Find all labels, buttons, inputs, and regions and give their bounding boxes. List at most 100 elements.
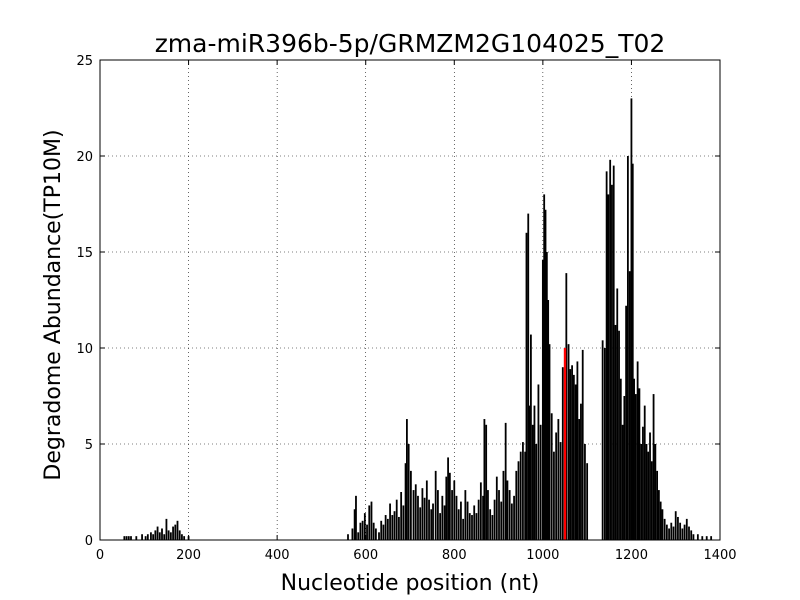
bar xyxy=(580,403,582,540)
bar xyxy=(576,361,579,540)
bar xyxy=(688,526,690,540)
bar xyxy=(409,470,412,540)
highlight-bar xyxy=(563,348,567,540)
bar xyxy=(609,159,612,540)
bar xyxy=(659,501,662,540)
bar xyxy=(443,505,446,540)
bar xyxy=(466,501,469,540)
bar xyxy=(487,490,489,540)
bar xyxy=(347,534,349,540)
x-tick-label: 0 xyxy=(96,548,104,563)
bar xyxy=(141,534,143,540)
bar xyxy=(123,536,126,540)
bar xyxy=(565,273,568,540)
bar xyxy=(614,324,617,540)
bar xyxy=(642,426,644,540)
bar xyxy=(628,271,631,540)
bar xyxy=(510,503,513,540)
bar xyxy=(561,367,564,540)
bar xyxy=(477,499,480,540)
bar xyxy=(626,156,629,540)
bar xyxy=(553,451,555,540)
bar xyxy=(636,361,639,540)
bar xyxy=(545,252,548,540)
bar xyxy=(616,288,619,540)
bar xyxy=(533,405,536,540)
bar xyxy=(506,480,509,540)
bar xyxy=(183,536,186,540)
bar xyxy=(500,501,503,540)
bar xyxy=(150,532,152,540)
x-tick-label: 200 xyxy=(176,548,201,563)
bar xyxy=(130,536,132,540)
bar xyxy=(557,419,560,540)
bar xyxy=(453,480,456,540)
bar xyxy=(618,330,620,540)
bar xyxy=(378,532,380,540)
bar xyxy=(692,534,695,540)
bar xyxy=(412,490,415,540)
bar xyxy=(537,384,540,540)
bar xyxy=(432,503,434,540)
y-tick-label: 10 xyxy=(76,342,93,357)
x-tick-label: 600 xyxy=(353,548,378,563)
bar xyxy=(611,184,613,541)
bar xyxy=(366,524,368,540)
bar xyxy=(158,532,161,540)
bar xyxy=(406,419,408,540)
bar xyxy=(571,365,573,540)
bar xyxy=(163,534,166,540)
plot-frame xyxy=(99,59,721,541)
bar xyxy=(654,444,657,540)
bar xyxy=(652,394,655,540)
bar xyxy=(368,505,371,540)
bar xyxy=(152,534,155,540)
bar xyxy=(359,522,362,540)
bar xyxy=(621,424,624,540)
bar xyxy=(144,536,147,540)
bar xyxy=(581,349,584,540)
bar xyxy=(683,524,686,540)
bar xyxy=(548,344,551,540)
y-tick-label: 5 xyxy=(85,438,93,453)
bar xyxy=(169,532,172,540)
bar xyxy=(127,536,130,540)
bar xyxy=(176,520,179,540)
bar xyxy=(584,444,586,540)
bar xyxy=(161,528,163,540)
bar xyxy=(543,194,546,540)
bar xyxy=(559,442,562,540)
bar xyxy=(647,451,650,540)
bar xyxy=(665,524,668,540)
bar xyxy=(473,505,476,540)
bar xyxy=(657,490,660,540)
bar xyxy=(391,515,394,540)
bar xyxy=(414,484,417,540)
bar xyxy=(479,482,482,540)
bar xyxy=(386,518,389,540)
bar xyxy=(539,424,542,540)
bar xyxy=(165,518,168,540)
bar xyxy=(423,497,426,540)
bar xyxy=(125,536,128,540)
bar xyxy=(672,526,675,540)
bar xyxy=(690,530,693,540)
bar xyxy=(607,194,610,540)
bar xyxy=(372,522,375,540)
bar xyxy=(156,526,159,540)
bar xyxy=(619,378,622,540)
bar xyxy=(567,344,570,540)
bar xyxy=(395,499,398,540)
bar xyxy=(605,171,608,541)
bar xyxy=(448,472,451,540)
bar xyxy=(355,495,357,540)
bar xyxy=(638,388,641,540)
bar xyxy=(407,444,410,540)
bar xyxy=(417,495,419,540)
bar xyxy=(172,526,174,540)
bar xyxy=(181,534,183,540)
bar xyxy=(586,463,589,540)
bar xyxy=(495,476,498,540)
bar xyxy=(471,515,473,540)
bar xyxy=(434,470,437,540)
